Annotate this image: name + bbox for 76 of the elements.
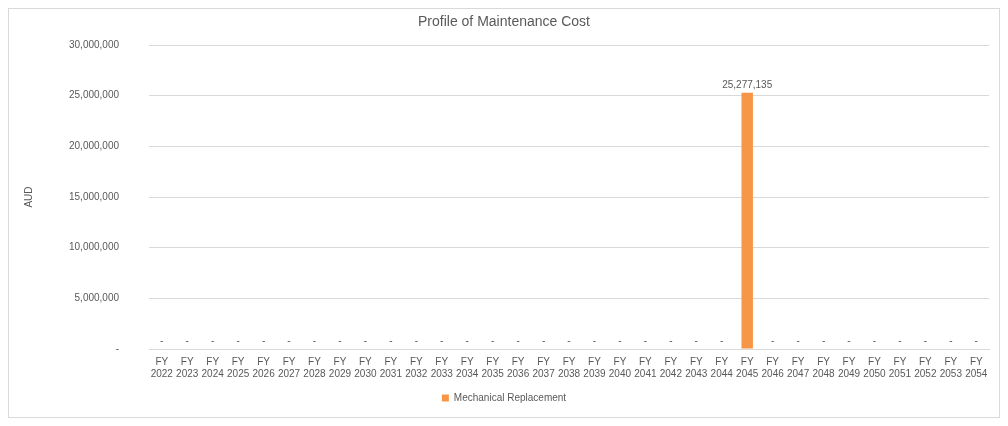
x-tick-label: FY 2048 <box>812 355 836 379</box>
data-label: - <box>414 334 418 346</box>
data-label: - <box>720 334 724 346</box>
x-tick-label: FY 2050 <box>863 355 887 379</box>
data-label: - <box>821 334 826 346</box>
x-tick-label: FY 2053 <box>939 355 963 379</box>
data-label: - <box>440 334 444 346</box>
data-label: - <box>160 334 164 346</box>
data-label: - <box>236 334 240 346</box>
data-label: - <box>541 334 546 346</box>
data-label: - <box>898 334 902 346</box>
x-tick-label: FY 2051 <box>888 355 912 379</box>
data-label: - <box>389 334 393 346</box>
data-label: - <box>338 334 342 346</box>
data-label: - <box>363 334 368 346</box>
x-tick-label: FY 2039 <box>583 355 607 379</box>
chart-title: Profile of Maintenance Cost <box>418 13 591 30</box>
x-tick-label: FY 2054 <box>965 355 988 379</box>
x-tick-label: FY 2037 <box>532 355 556 379</box>
data-label: - <box>211 334 215 346</box>
x-tick-label: FY 2032 <box>405 355 428 379</box>
x-tick-label: FY 2026 <box>252 355 276 379</box>
x-tick-label: FY 2040 <box>608 355 632 379</box>
x-tick-label: FY 2031 <box>379 355 403 379</box>
data-label: - <box>516 334 520 346</box>
data-label: - <box>923 334 928 346</box>
x-tick-label: FY 2034 <box>456 355 479 379</box>
x-tick-label: FY 2044 <box>710 355 734 379</box>
x-tick-label: FY 2024 <box>201 355 225 379</box>
data-label: - <box>796 334 800 346</box>
data-label: - <box>643 334 648 346</box>
y-tick-label: 15,000,000 <box>68 190 120 202</box>
x-tick-label: FY 2047 <box>786 355 810 379</box>
data-label: - <box>872 334 877 346</box>
x-tick-label: FY 2023 <box>176 355 199 379</box>
x-tick-label: FY 2028 <box>303 355 327 379</box>
data-label: - <box>567 334 571 346</box>
data-label: - <box>490 334 495 346</box>
x-tick-label: FY 2038 <box>557 355 581 379</box>
data-label: - <box>465 334 469 346</box>
y-axis-title: AUD <box>22 186 34 208</box>
x-tick-label: FY 2035 <box>481 355 505 379</box>
y-tick-label: - <box>115 342 120 354</box>
data-label: - <box>770 334 775 346</box>
data-label: - <box>618 334 622 346</box>
x-tick-label: FY 2045 <box>736 355 759 379</box>
x-tick-label: FY 2036 <box>506 355 530 379</box>
data-label: - <box>185 334 189 346</box>
x-tick-label: FY 2042 <box>659 355 683 379</box>
y-tick-label: 20,000,000 <box>68 140 120 152</box>
data-label: - <box>287 334 291 346</box>
data-label: 25,277,135 <box>722 78 773 90</box>
data-label: - <box>669 334 673 346</box>
y-tick-label: 30,000,000 <box>68 38 120 50</box>
x-tick-label: FY 2027 <box>277 355 301 379</box>
legend-label: Mechanical Replacement <box>453 391 567 403</box>
data-label: - <box>694 334 698 346</box>
x-tick-label: FY 2049 <box>837 355 861 379</box>
x-tick-label: FY 2043 <box>685 355 708 379</box>
data-label: - <box>949 334 953 346</box>
y-tick-label: 10,000,000 <box>68 241 120 253</box>
x-tick-label: FY 2052 <box>914 355 937 379</box>
x-tick-label: FY 2033 <box>430 355 454 379</box>
x-tick-label: FY 2025 <box>227 355 250 379</box>
data-label: - <box>592 334 597 346</box>
x-tick-label: FY 2041 <box>634 355 657 379</box>
data-label: - <box>261 334 266 346</box>
y-tick-label: 25,000,000 <box>68 89 120 101</box>
x-tick-label: FY 2030 <box>354 355 377 379</box>
x-tick-label: FY 2022 <box>150 355 174 379</box>
data-label: - <box>312 334 317 346</box>
data-label: - <box>847 334 851 346</box>
y-tick-label: 5,000,000 <box>74 292 120 304</box>
x-tick-label: FY 2029 <box>328 355 352 379</box>
data-label: - <box>974 334 978 346</box>
x-tick-label: FY 2046 <box>761 355 785 379</box>
